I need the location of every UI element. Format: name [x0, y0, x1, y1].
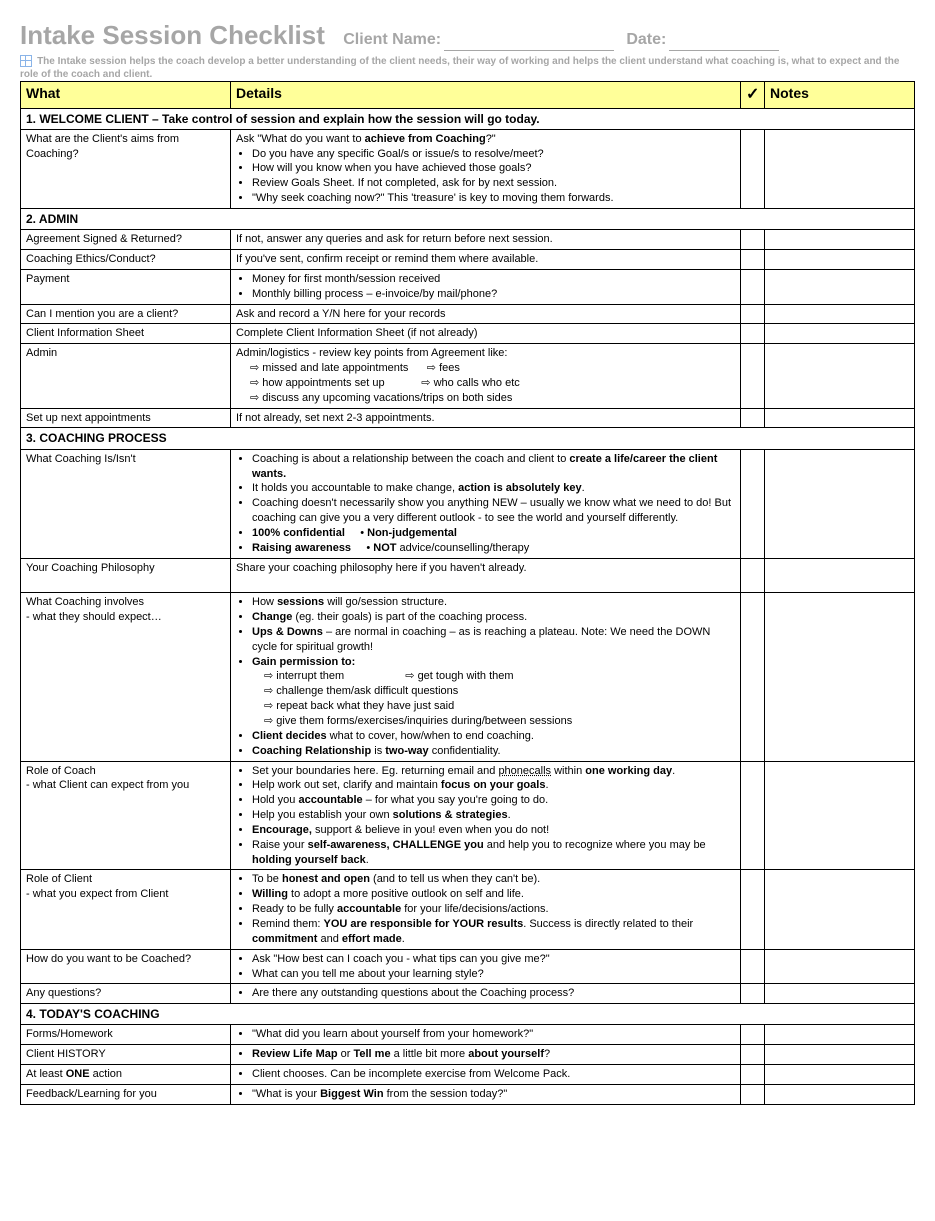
col-what-header: What: [21, 82, 231, 109]
table-row: Any questions? Are there any outstanding…: [21, 984, 915, 1004]
col-check-header: ✓: [741, 82, 765, 109]
notes-cell[interactable]: [765, 129, 915, 208]
table-row: Client HISTORY Review Life Map or Tell m…: [21, 1045, 915, 1065]
what-cell: What are the Client's aims from Coaching…: [21, 129, 231, 208]
table-row: Role of Client- what you expect from Cli…: [21, 870, 915, 949]
details-cell: Ask "What do you want to achieve from Co…: [231, 129, 741, 208]
table-row: Payment Money for first month/session re…: [21, 269, 915, 304]
date-label: Date:: [626, 31, 666, 48]
table-row: How do you want to be Coached? Ask "How …: [21, 949, 915, 984]
table-row: Set up next appointments If not already,…: [21, 408, 915, 428]
section-1-header: 1. WELCOME CLIENT – Take control of sess…: [21, 108, 915, 129]
subtitle-row: The Intake session helps the coach devel…: [20, 55, 915, 81]
date-blank: [669, 36, 779, 51]
checklist-table: What Details ✓ Notes 1. WELCOME CLIENT –…: [20, 81, 915, 1105]
col-details-header: Details: [231, 82, 741, 109]
table-row: Role of Coach- what Client can expect fr…: [21, 761, 915, 870]
table-row: What Coaching involves- what they should…: [21, 593, 915, 761]
section-2-header: 2. ADMIN: [21, 209, 915, 230]
page-header: Intake Session Checklist Client Name: Da…: [20, 20, 915, 51]
section-4-header: 4. TODAY'S COACHING: [21, 1004, 915, 1025]
table-row: At least ONE action Client chooses. Can …: [21, 1065, 915, 1085]
anchor-icon: [20, 55, 32, 67]
table-row: What Coaching Is/Isn't Coaching is about…: [21, 449, 915, 558]
table-row: What are the Client's aims from Coaching…: [21, 129, 915, 208]
check-cell[interactable]: [741, 129, 765, 208]
client-name-blank: [444, 36, 614, 51]
col-notes-header: Notes: [765, 82, 915, 109]
table-row: Can I mention you are a client? Ask and …: [21, 304, 915, 324]
table-row: Forms/Homework "What did you learn about…: [21, 1025, 915, 1045]
table-row: Your Coaching Philosophy Share your coac…: [21, 558, 915, 593]
section-3-header: 3. COACHING PROCESS: [21, 428, 915, 449]
page-title: Intake Session Checklist: [20, 20, 325, 51]
table-row: Feedback/Learning for you "What is your …: [21, 1084, 915, 1104]
client-name-label: Client Name:: [343, 31, 441, 48]
table-row: Client Information Sheet Complete Client…: [21, 324, 915, 344]
table-header-row: What Details ✓ Notes: [21, 82, 915, 109]
page-subtitle: The Intake session helps the coach devel…: [20, 56, 899, 80]
table-row: Admin Admin/logistics - review key point…: [21, 344, 915, 408]
table-row: Agreement Signed & Returned? If not, ans…: [21, 230, 915, 250]
table-row: Coaching Ethics/Conduct? If you've sent,…: [21, 250, 915, 270]
